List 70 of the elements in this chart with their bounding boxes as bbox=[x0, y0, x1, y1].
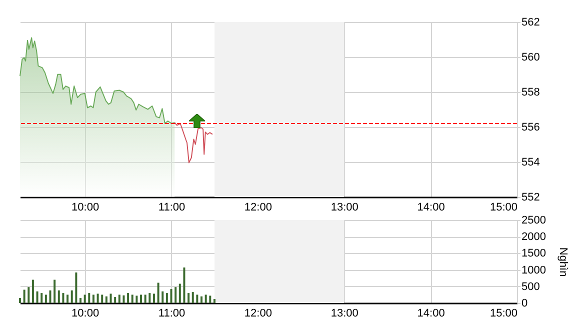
y-axis-title: Nghìn bbox=[556, 247, 569, 277]
bar bbox=[88, 293, 90, 303]
x-tick-label: 12:00 bbox=[244, 202, 272, 214]
x-tick-label: 14:00 bbox=[417, 308, 445, 320]
bar bbox=[200, 296, 203, 303]
y-tick-label: 558 bbox=[522, 86, 540, 98]
bar bbox=[49, 290, 52, 303]
bar bbox=[183, 267, 186, 303]
bar bbox=[75, 272, 78, 303]
bar bbox=[144, 294, 146, 303]
x-tick-label: 14:00 bbox=[417, 202, 445, 214]
bar bbox=[178, 284, 181, 303]
bar bbox=[162, 291, 164, 303]
x-tick-label: 13:00 bbox=[330, 308, 358, 320]
bar bbox=[58, 290, 60, 303]
bar bbox=[174, 287, 177, 303]
bar bbox=[80, 298, 82, 303]
bar bbox=[84, 294, 86, 303]
y-tick-label: 552 bbox=[522, 192, 540, 204]
bar bbox=[54, 280, 56, 303]
bar bbox=[122, 295, 125, 303]
bar bbox=[213, 299, 216, 303]
bar bbox=[166, 293, 168, 303]
y-tick-label: 560 bbox=[522, 52, 540, 64]
bar bbox=[70, 290, 73, 303]
bar bbox=[92, 294, 94, 303]
bar bbox=[96, 294, 99, 303]
y-tick-label: 2500 bbox=[522, 214, 546, 226]
y-tick-label: 1000 bbox=[522, 264, 546, 276]
bar bbox=[196, 294, 198, 303]
bar bbox=[157, 282, 160, 303]
bar bbox=[101, 294, 104, 303]
bar bbox=[140, 294, 142, 303]
y-tick-label: 554 bbox=[522, 156, 540, 168]
bar bbox=[110, 294, 112, 303]
x-tick-label: 12:00 bbox=[244, 308, 272, 320]
y-tick-label: 556 bbox=[522, 122, 540, 134]
x-tick-label: 15:00 bbox=[490, 308, 518, 320]
bar bbox=[131, 294, 134, 303]
x-tick-label: 11:00 bbox=[158, 202, 186, 214]
bar bbox=[19, 298, 21, 303]
bar bbox=[66, 294, 69, 303]
bar bbox=[23, 290, 26, 303]
bar bbox=[192, 292, 194, 303]
bar bbox=[148, 293, 151, 303]
x-tick-label: 10:00 bbox=[72, 202, 100, 214]
bar bbox=[136, 296, 138, 303]
bar bbox=[204, 294, 207, 303]
bar bbox=[118, 294, 120, 303]
bar bbox=[62, 293, 64, 303]
x-tick-label: 10:00 bbox=[72, 308, 100, 320]
y-tick-label: 0 bbox=[522, 298, 528, 310]
bar bbox=[44, 294, 47, 303]
x-tick-label: 13:00 bbox=[330, 202, 358, 214]
x-tick-label: 15:00 bbox=[490, 202, 518, 214]
bar bbox=[105, 296, 108, 303]
bar bbox=[28, 287, 30, 303]
y-tick-label: 1500 bbox=[522, 248, 546, 260]
bar bbox=[114, 297, 116, 303]
y-tick-label: 562 bbox=[522, 16, 540, 28]
bar bbox=[40, 293, 43, 303]
y-tick-label: 500 bbox=[522, 280, 540, 293]
bar bbox=[32, 280, 34, 303]
y-tick-label: 2000 bbox=[522, 231, 546, 244]
bar bbox=[188, 293, 190, 303]
bar bbox=[36, 291, 38, 303]
bar bbox=[152, 294, 155, 303]
x-tick-label: 11:00 bbox=[158, 308, 186, 320]
bar bbox=[170, 289, 172, 303]
bar bbox=[209, 296, 212, 303]
